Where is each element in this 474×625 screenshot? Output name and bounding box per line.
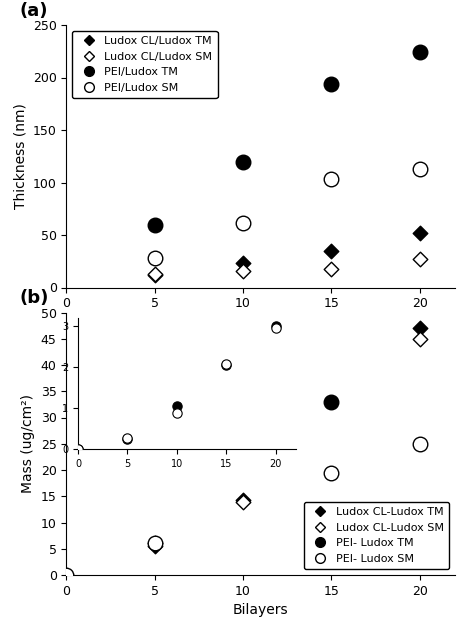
Point	[416, 254, 423, 264]
Point	[151, 270, 158, 280]
Point	[328, 468, 335, 478]
Point	[416, 48, 423, 58]
Point	[239, 258, 247, 268]
Point	[151, 269, 158, 279]
Point	[239, 219, 247, 229]
Point	[239, 495, 247, 505]
Point	[416, 439, 423, 449]
Legend: Ludox CL-Ludox TM, Ludox CL-Ludox SM, PEI- Ludox TM, PEI- Ludox SM: Ludox CL-Ludox TM, Ludox CL-Ludox SM, PE…	[304, 502, 449, 569]
Point	[416, 164, 423, 174]
Point	[328, 174, 335, 184]
Y-axis label: Mass (ug/cm²): Mass (ug/cm²)	[21, 394, 35, 493]
Point	[239, 266, 247, 276]
Point	[63, 570, 70, 580]
X-axis label: Bilayers: Bilayers	[233, 603, 289, 618]
Point	[151, 219, 158, 229]
Legend: Ludox CL/Ludox TM, Ludox CL/Ludox SM, PEI/Ludox TM, PEI/Ludox SM: Ludox CL/Ludox TM, Ludox CL/Ludox SM, PE…	[72, 31, 218, 98]
Y-axis label: Thickness (nm): Thickness (nm)	[13, 103, 27, 209]
Point	[416, 228, 423, 238]
Point	[239, 496, 247, 506]
Point	[63, 570, 70, 580]
Point	[416, 323, 423, 333]
Point	[239, 156, 247, 166]
Text: (b): (b)	[20, 289, 49, 308]
Point	[328, 246, 335, 256]
Point	[151, 538, 158, 548]
Text: (a): (a)	[20, 2, 48, 20]
Point	[328, 397, 335, 407]
Point	[328, 79, 335, 89]
Point	[328, 264, 335, 274]
Point	[151, 541, 158, 551]
Point	[151, 253, 158, 263]
Point	[416, 334, 423, 344]
Point	[151, 538, 158, 548]
X-axis label: Bilayers: Bilayers	[233, 316, 289, 330]
Point	[63, 570, 70, 580]
